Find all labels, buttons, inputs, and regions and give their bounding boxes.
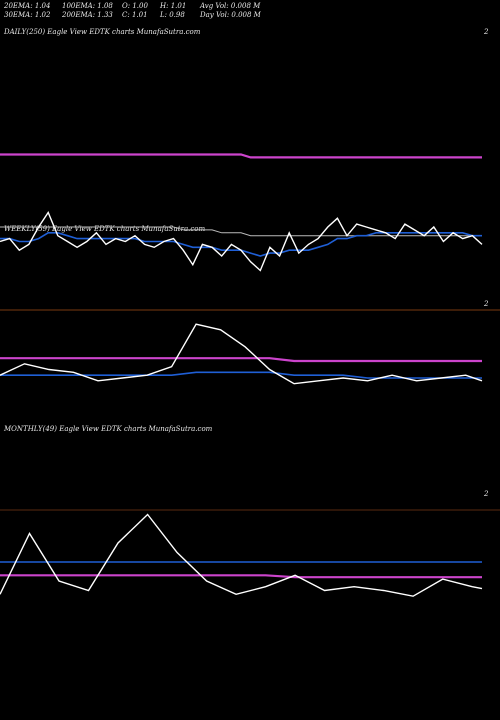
weekly-ema-short-line bbox=[0, 371, 482, 379]
weekly-price-line bbox=[0, 323, 483, 385]
ema200-readout: 200EMA: 1.33 bbox=[62, 11, 113, 19]
daily-price-line bbox=[0, 211, 483, 272]
close-readout: C: 1.01 bbox=[122, 11, 148, 19]
high-readout: H: 1.01 bbox=[160, 2, 187, 10]
ema30-readout: 30EMA: 1.02 bbox=[4, 11, 51, 19]
weekly-ema-long-line bbox=[0, 357, 482, 363]
monthly-ema-long-line bbox=[0, 574, 482, 579]
low-readout: L: 0.98 bbox=[160, 11, 185, 19]
daily-ema-long-line bbox=[0, 153, 482, 159]
monthly-panel-label: MONTHLY(49) Eagle View EDTK charts Munaf… bbox=[4, 425, 213, 433]
weekly-panel-label: WEEKLY(59) Eagle View EDTK charts Munafa… bbox=[4, 225, 206, 233]
open-readout: O: 1.00 bbox=[122, 2, 148, 10]
daily-tick-label: 2 bbox=[484, 28, 489, 36]
daily-panel-label: DAILY(250) Eagle View EDTK charts Munafa… bbox=[4, 28, 201, 36]
weekly-tick-label: 2 bbox=[484, 300, 489, 308]
avg-vol-readout: Avg Vol: 0.008 M bbox=[200, 2, 261, 10]
ema20-readout: 20EMA: 1.04 bbox=[4, 2, 51, 10]
monthly-tick-label: 2 bbox=[484, 490, 489, 498]
monthly-price-line bbox=[0, 513, 483, 597]
day-vol-readout: Day Vol: 0.008 M bbox=[200, 11, 261, 19]
ema100-readout: 100EMA: 1.08 bbox=[62, 2, 113, 10]
daily-ema-mid-line bbox=[0, 226, 482, 237]
